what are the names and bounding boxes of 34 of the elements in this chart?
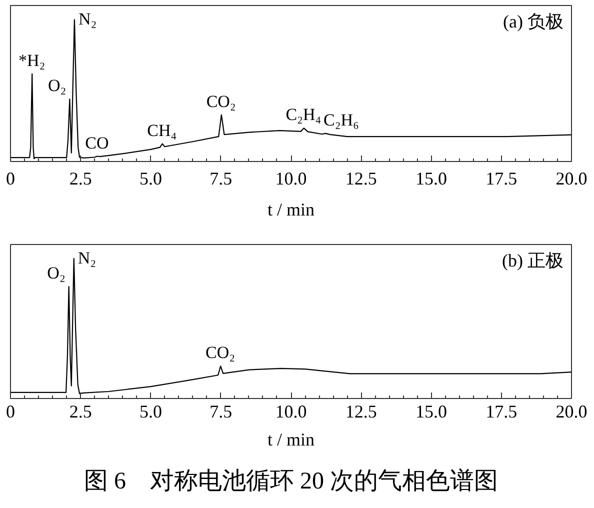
x-tick-label: 17.5 xyxy=(486,168,518,188)
x-tick-label: 5.0 xyxy=(140,168,162,188)
caption: 图 6 对称电池循环 20 次的气相色谱图 xyxy=(84,468,498,494)
x-tick-label: 10.0 xyxy=(275,402,307,422)
annotation: CO xyxy=(85,133,109,152)
x-tick-label: 7.5 xyxy=(210,402,232,422)
annotation: N₂ xyxy=(78,248,96,268)
x-tick-label: 20.0 xyxy=(556,168,588,188)
annotation: CO₂ xyxy=(206,92,236,111)
x-tick-label: 2.5 xyxy=(69,402,92,422)
chart-title: (a) 负极 xyxy=(503,12,564,32)
x-tick-label: 15.0 xyxy=(416,168,447,188)
x-tick-label: 17.5 xyxy=(486,402,518,422)
x-tick-label: 0 xyxy=(6,402,15,422)
annotation: C₂H₄ xyxy=(286,105,322,124)
x-tick-label: 5.0 xyxy=(140,402,162,422)
annotation: CO₂ xyxy=(205,343,236,362)
annotation: C₂H₆ xyxy=(324,110,360,130)
x-tick-label: 15.0 xyxy=(416,402,447,422)
annotation: *H₂ xyxy=(18,50,46,70)
annotation: CH₄ xyxy=(147,120,177,140)
x-tick-label: 10.0 xyxy=(275,168,307,188)
x-tick-label: 20.0 xyxy=(556,402,588,422)
x-axis-title: t / min xyxy=(268,430,315,450)
annotation: O₂ xyxy=(48,76,66,96)
x-tick-label: 0 xyxy=(6,168,15,188)
x-tick-label: 2.5 xyxy=(69,168,92,188)
x-tick-label: 12.5 xyxy=(345,402,377,422)
annotation: O₂ xyxy=(47,264,66,282)
annotation: N₂ xyxy=(78,9,97,28)
x-axis-title: t / min xyxy=(268,200,315,220)
x-tick-label: 12.5 xyxy=(345,168,377,188)
x-tick-label: 7.5 xyxy=(210,168,232,188)
chart-title: (b) 正极 xyxy=(502,250,564,270)
